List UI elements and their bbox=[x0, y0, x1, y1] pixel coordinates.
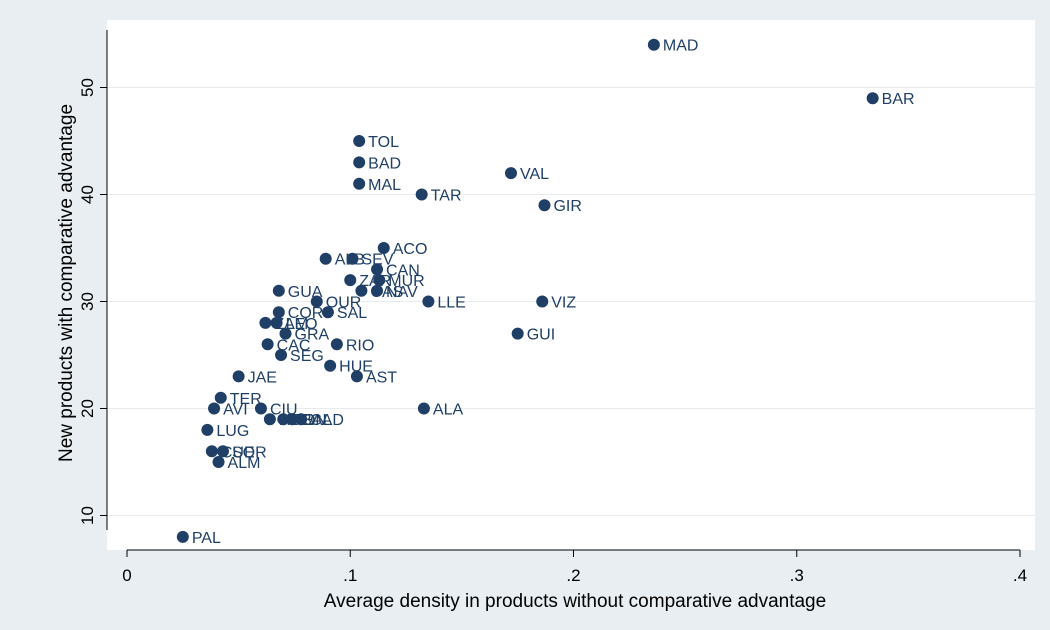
point-label-11: CAN bbox=[386, 262, 420, 279]
data-point-44 bbox=[176, 530, 189, 543]
point-label-44: PAL bbox=[192, 530, 221, 547]
data-point-29 bbox=[324, 359, 337, 372]
point-label-3: BAD bbox=[368, 155, 401, 172]
data-point-0 bbox=[647, 38, 660, 51]
data-point-8 bbox=[377, 242, 390, 254]
y-tick-label-2: 30 bbox=[78, 292, 97, 311]
data-point-24 bbox=[279, 327, 292, 340]
point-label-28: SEG bbox=[290, 348, 324, 365]
point-label-1: BAR bbox=[882, 91, 915, 108]
x-tick-label-3: .3 bbox=[790, 566, 804, 585]
data-point-19 bbox=[536, 295, 549, 308]
point-label-10: SEV bbox=[361, 252, 393, 269]
x-tick-label-0: 0 bbox=[122, 566, 131, 585]
data-point-18 bbox=[422, 295, 435, 308]
y-tick-label-0: 10 bbox=[78, 506, 97, 525]
point-label-41: CUE bbox=[221, 444, 255, 461]
data-point-27 bbox=[330, 338, 343, 351]
point-label-35: ALA bbox=[433, 402, 464, 419]
point-label-43: ALM bbox=[228, 455, 261, 472]
gridlines bbox=[107, 87, 1035, 516]
data-point-3 bbox=[353, 156, 366, 169]
data-point-2 bbox=[353, 135, 366, 147]
data-points: MADBARTOLBADVALMALTARGIRACOALBSEVCANZARM… bbox=[176, 38, 915, 547]
data-point-4 bbox=[504, 167, 517, 180]
point-label-29: HUE bbox=[339, 359, 373, 376]
data-point-11 bbox=[371, 263, 384, 276]
data-point-20 bbox=[272, 306, 285, 319]
data-point-22 bbox=[259, 316, 272, 329]
data-point-6 bbox=[415, 188, 428, 201]
point-label-8: ACO bbox=[393, 241, 428, 258]
data-point-25 bbox=[511, 327, 524, 340]
point-label-13: MUR bbox=[388, 273, 424, 290]
point-label-23: LEO bbox=[286, 316, 318, 333]
plot-area bbox=[107, 20, 1035, 550]
point-label-38: BAL bbox=[301, 412, 331, 429]
data-point-7 bbox=[538, 199, 551, 212]
point-label-7: GIR bbox=[553, 198, 581, 215]
point-label-33: AVI bbox=[223, 402, 248, 419]
point-label-24: GRA bbox=[295, 327, 330, 344]
point-label-6: TAR bbox=[431, 188, 462, 205]
data-point-30 bbox=[232, 370, 245, 383]
data-point-16 bbox=[371, 284, 384, 297]
x-tick-label-2: .2 bbox=[566, 566, 580, 585]
point-label-21: SAL bbox=[337, 305, 367, 322]
data-point-5 bbox=[353, 177, 366, 190]
y-tick-label-3: 40 bbox=[78, 185, 97, 204]
point-label-20: COR bbox=[288, 305, 324, 322]
data-point-42 bbox=[216, 445, 229, 458]
data-point-35 bbox=[417, 402, 430, 415]
data-point-34 bbox=[254, 402, 267, 415]
x-tick-label-4: .4 bbox=[1013, 566, 1027, 585]
point-label-40: LUG bbox=[216, 423, 249, 440]
data-point-1 bbox=[866, 92, 879, 105]
point-label-17: OUR bbox=[326, 295, 362, 312]
data-point-17 bbox=[310, 295, 323, 308]
x-tick-label-1: .1 bbox=[343, 566, 357, 585]
y-axis-title: New products with comparative advantage bbox=[56, 104, 77, 462]
point-label-27: RIO bbox=[346, 337, 374, 354]
data-point-26 bbox=[261, 338, 274, 351]
data-point-14 bbox=[272, 284, 285, 297]
point-label-5: MAL bbox=[368, 177, 401, 194]
data-point-39 bbox=[295, 413, 308, 426]
data-point-23 bbox=[270, 316, 283, 329]
data-point-33 bbox=[208, 402, 221, 415]
data-point-13 bbox=[373, 274, 386, 287]
point-label-26: CAC bbox=[277, 337, 311, 354]
y-tick-label-1: 20 bbox=[78, 399, 97, 418]
data-point-28 bbox=[275, 349, 288, 361]
data-point-37 bbox=[277, 413, 290, 426]
axes: 10 20 30 40 50 0 .1 .2 .3 .4 bbox=[78, 30, 1027, 585]
data-point-31 bbox=[350, 370, 363, 383]
point-label-2: TOL bbox=[368, 134, 399, 151]
data-point-43 bbox=[212, 456, 225, 468]
point-label-42: SOR bbox=[232, 444, 267, 461]
point-label-16: NAV bbox=[386, 284, 418, 301]
point-label-25: GUI bbox=[527, 327, 555, 344]
point-label-4: VAL bbox=[520, 166, 549, 183]
point-label-19: VIZ bbox=[551, 295, 576, 312]
point-label-39: CAD bbox=[310, 412, 344, 429]
x-axis-title: Average density in products without comp… bbox=[324, 591, 826, 612]
data-point-38 bbox=[286, 413, 299, 426]
data-point-41 bbox=[205, 445, 218, 458]
data-point-15 bbox=[355, 284, 368, 297]
point-label-18: LLE bbox=[437, 295, 465, 312]
data-point-21 bbox=[321, 306, 334, 319]
data-point-12 bbox=[344, 274, 357, 287]
data-point-9 bbox=[319, 252, 332, 265]
point-label-30: JAE bbox=[248, 369, 277, 386]
data-point-36 bbox=[263, 413, 276, 426]
y-tick-label-4: 50 bbox=[78, 78, 97, 97]
point-label-32: TER bbox=[230, 391, 262, 408]
data-point-40 bbox=[201, 423, 214, 436]
data-point-32 bbox=[214, 391, 227, 404]
data-point-10 bbox=[346, 252, 359, 265]
point-label-31: AST bbox=[366, 369, 397, 386]
point-label-0: MAD bbox=[663, 38, 699, 55]
